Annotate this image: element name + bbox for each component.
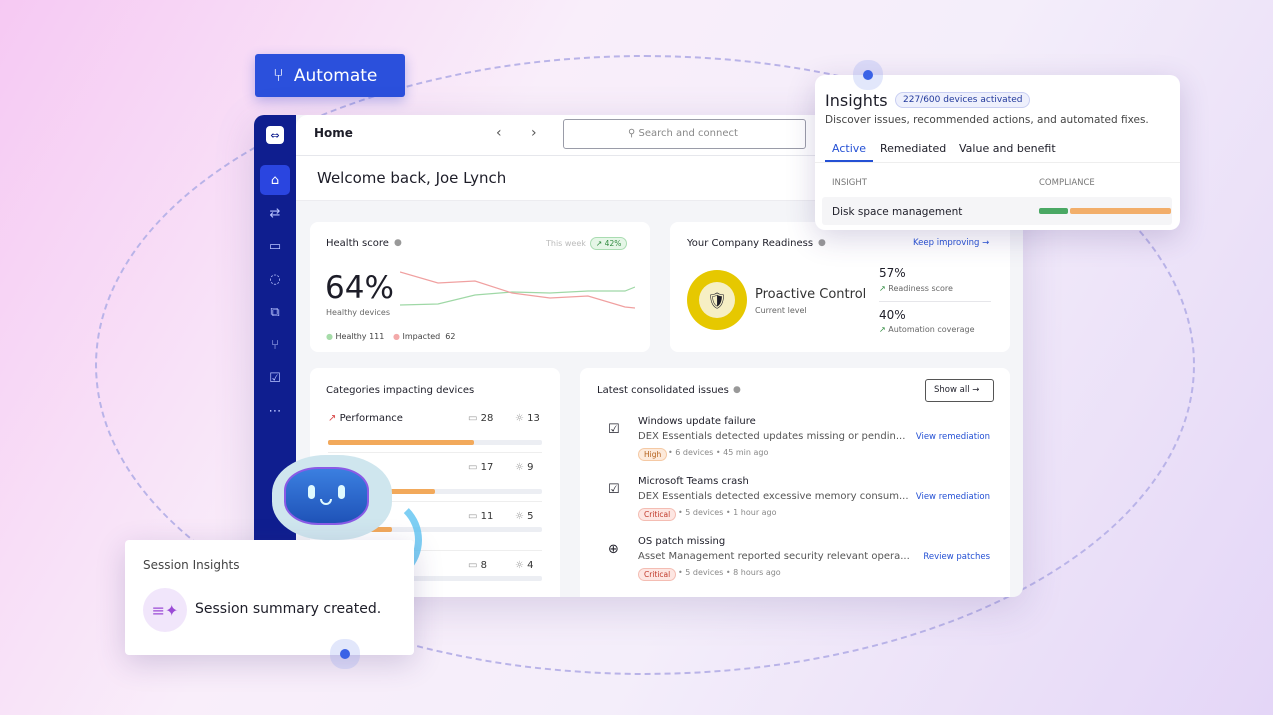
health-trend-chart: [400, 271, 635, 309]
legend-impacted: ● Impacted 62: [393, 332, 456, 341]
session-insights-popup: Session Insights ≡✦ Session summary crea…: [125, 540, 414, 655]
automate-button[interactable]: ⑂ Automate: [255, 54, 405, 97]
bug-icon: ☼: [515, 560, 524, 571]
sidebar-item-home[interactable]: ⌂: [260, 165, 290, 195]
sidebar-item-devices[interactable]: ▭: [268, 238, 282, 254]
bug-icon: ☼: [515, 413, 524, 424]
insight-row[interactable]: Disk space management: [822, 197, 1172, 225]
readiness-level-badge: 🛡: [687, 270, 747, 330]
issue-row[interactable]: ☑ Windows update failure DEX Essentials …: [608, 416, 990, 461]
show-all-button[interactable]: Show all →: [925, 379, 994, 402]
tab-remediated[interactable]: Remediated: [880, 142, 947, 155]
page-title: Home: [314, 126, 353, 140]
keep-improving-link[interactable]: Keep improving →: [913, 238, 990, 248]
sidebar-item-sessions[interactable]: ⧉: [270, 304, 280, 320]
tab-value-and-benefit[interactable]: Value and benefit: [959, 142, 1056, 155]
sidebar: ⇔ ⌂ ⇄ ▭ ◌ ⧉ ⑂ ☑ ⋯: [254, 115, 296, 597]
orbit-decoration: [95, 55, 1195, 675]
severity-badge: High: [638, 448, 668, 461]
severity-badge: Critical: [638, 508, 677, 521]
divider: [879, 301, 991, 302]
readiness-card: Your Company Readiness ● Keep improving …: [670, 222, 1010, 352]
forward-button[interactable]: ›: [531, 125, 537, 141]
connector-dot: [340, 649, 350, 659]
info-icon: ●: [394, 238, 402, 248]
devices-activated-badge: 227/600 devices activated: [895, 92, 1031, 108]
issue-row[interactable]: ☑ Microsoft Teams crash DEX Essentials d…: [608, 476, 990, 521]
logo-icon: ⇔: [260, 120, 290, 150]
healthy-line: [400, 286, 635, 306]
issue-action-link[interactable]: View remediation: [915, 432, 990, 442]
health-score-card: Health score ● This week ↗ 42% 64% Healt…: [310, 222, 650, 352]
patch-icon: ⊕: [608, 542, 619, 557]
sidebar-item-transfer[interactable]: ⇄: [269, 205, 281, 221]
search-input[interactable]: ⚲ Search and connect: [563, 119, 806, 149]
update-icon: ☑: [608, 482, 620, 497]
update-icon: ☑: [608, 422, 620, 437]
monitor-icon: ▭: [468, 560, 478, 571]
category-row[interactable]: ↗ Performance ▭ 28 ☼ 13: [328, 413, 542, 453]
connector-dot: [863, 70, 873, 80]
summary-sparkle-icon: ≡✦: [143, 588, 187, 632]
sidebar-item-automation[interactable]: ⑂: [271, 337, 279, 353]
trend-badge: ↗ 42%: [590, 237, 628, 250]
shield-icon: 🛡: [706, 290, 728, 310]
bug-icon: ☼: [515, 462, 524, 473]
sidebar-item-insights[interactable]: ☑: [269, 370, 281, 386]
sidebar-item-more[interactable]: ⋯: [268, 403, 282, 419]
bug-icon: ☼: [515, 511, 524, 522]
info-icon: ●: [733, 385, 741, 395]
tab-active[interactable]: Active: [832, 142, 867, 155]
severity-badge: Critical: [638, 568, 677, 581]
issue-row[interactable]: ⊕ OS patch missing Asset Management repo…: [608, 536, 990, 581]
legend-healthy: ● Healthy 111: [326, 332, 385, 341]
insights-title: Insights: [825, 91, 888, 110]
back-button[interactable]: ‹: [496, 125, 502, 141]
impacted-line: [400, 271, 635, 309]
issue-action-link[interactable]: Review patches: [923, 552, 990, 562]
info-icon: ●: [818, 238, 826, 248]
search-icon: ⚲: [628, 128, 639, 139]
sidebar-item-chat[interactable]: ◌: [269, 271, 281, 287]
active-tab-indicator: [825, 160, 873, 162]
trend-up-icon: ↗: [328, 413, 340, 424]
monitor-icon: ▭: [468, 511, 478, 522]
health-value: 64%: [325, 270, 394, 306]
monitor-icon: ▭: [468, 413, 478, 424]
category-progress: [328, 440, 542, 445]
issues-card: Latest consolidated issues ● Show all → …: [580, 368, 1010, 597]
insights-popup: Insights 227/600 devices activated Disco…: [815, 75, 1180, 230]
compliance-bar: [1039, 208, 1171, 214]
issue-action-link[interactable]: View remediation: [915, 492, 990, 502]
monitor-icon: ▭: [468, 462, 478, 473]
automation-icon: ⑂: [273, 65, 284, 86]
